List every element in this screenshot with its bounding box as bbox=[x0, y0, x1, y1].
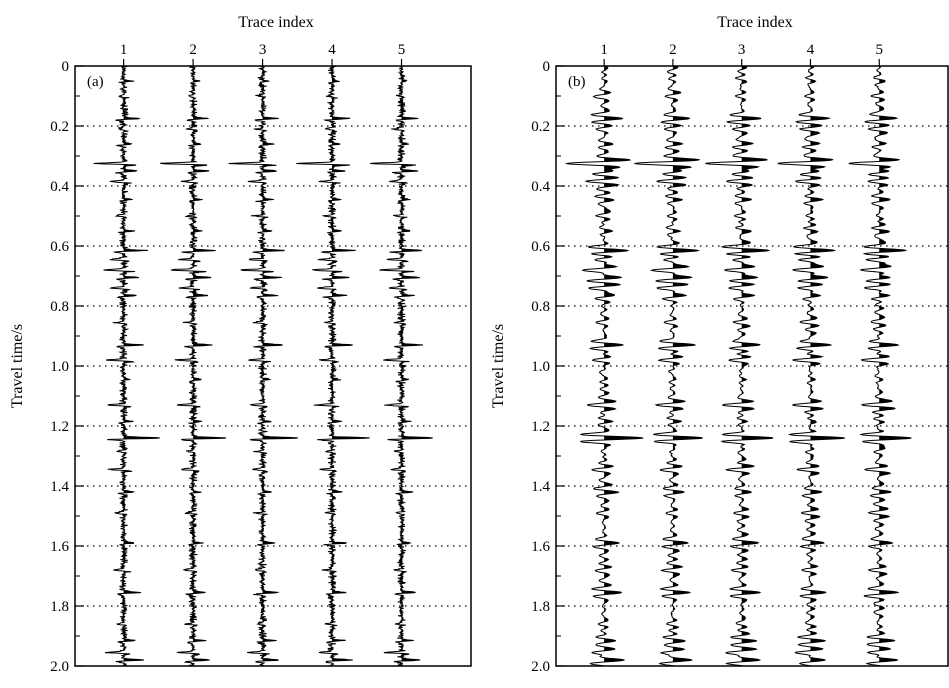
y-tick-label: 0.2 bbox=[50, 119, 69, 135]
y-axis-title: Travel time/s bbox=[490, 324, 507, 408]
x-tick-label: 2 bbox=[669, 42, 677, 58]
x-tick-label: 5 bbox=[398, 42, 406, 58]
y-tick-label: 0 bbox=[543, 59, 551, 75]
y-tick-label: 0.6 bbox=[50, 239, 69, 255]
trace-4 bbox=[296, 65, 370, 667]
y-tick-label: 2.0 bbox=[531, 659, 550, 675]
y-tick-label: 0.4 bbox=[50, 179, 69, 195]
panel-label: (a) bbox=[87, 74, 104, 90]
trace-5 bbox=[848, 65, 912, 667]
trace-wiggle bbox=[777, 65, 845, 667]
trace-1 bbox=[93, 65, 160, 667]
trace-fill bbox=[604, 66, 643, 666]
trace-wiggle bbox=[848, 65, 912, 667]
x-tick-label: 4 bbox=[807, 42, 815, 58]
y-tick-label: 0.8 bbox=[531, 299, 550, 315]
plot-frame bbox=[74, 65, 472, 667]
x-axis-title: Trace index bbox=[238, 14, 313, 31]
trace-fill bbox=[810, 66, 845, 666]
y-tick-label: 0.4 bbox=[531, 179, 550, 195]
x-axis-title: Trace index bbox=[717, 14, 792, 31]
trace-fill bbox=[193, 66, 227, 667]
x-tick-label: 2 bbox=[189, 42, 197, 58]
y-tick-label: 1.6 bbox=[531, 539, 550, 555]
x-tick-label: 1 bbox=[600, 42, 608, 58]
x-tick-label: 4 bbox=[328, 42, 336, 58]
x-tick-label: 1 bbox=[120, 42, 128, 58]
trace-fill bbox=[879, 66, 912, 666]
trace-wiggle bbox=[93, 65, 160, 667]
trace-fill bbox=[672, 66, 703, 666]
y-tick-label: 1.4 bbox=[531, 479, 550, 495]
trace-2 bbox=[159, 65, 227, 667]
trace-3 bbox=[228, 65, 298, 667]
y-tick-label: 1.0 bbox=[50, 359, 69, 375]
y-tick-label: 2.0 bbox=[50, 659, 69, 675]
panel-a: 1 2 3 4 5 0 0.2 0.4 0.6 0.8 1.0 1.2 1.4 1.6 1.8 2.0 (a) T… bbox=[9, 14, 472, 675]
panel-b: 1 2 3 4 5 0 0.2 0.4 0.6 0.8 1.0 1.2 1.4 1.6 1.8 2.0 (b) T… bbox=[490, 14, 949, 675]
x-tick-label: 3 bbox=[738, 42, 746, 58]
trace-wiggle bbox=[228, 65, 298, 667]
trace-5 bbox=[369, 65, 433, 667]
trace-2 bbox=[633, 65, 703, 667]
y-tick-label: 1.6 bbox=[50, 539, 69, 555]
x-tick-label: 3 bbox=[259, 42, 267, 58]
panel-label: (b) bbox=[568, 74, 586, 90]
trace-3 bbox=[704, 65, 774, 667]
y-tick-label: 0 bbox=[62, 59, 70, 75]
x-tick-label: 5 bbox=[875, 42, 883, 58]
trace-fill bbox=[741, 66, 773, 666]
trace-wiggle bbox=[159, 65, 227, 667]
trace-1 bbox=[564, 65, 644, 667]
y-axis-title: Travel time/s bbox=[9, 324, 26, 408]
y-tick-label: 0.8 bbox=[50, 299, 69, 315]
y-tick-label: 1.8 bbox=[50, 599, 69, 615]
y-tick-label: 0.6 bbox=[531, 239, 550, 255]
y-tick-label: 0.2 bbox=[531, 119, 550, 135]
y-tick-label: 1.8 bbox=[531, 599, 550, 615]
trace-wiggle bbox=[564, 65, 644, 667]
trace-wiggle bbox=[369, 65, 433, 667]
trace-wiggle bbox=[296, 65, 370, 667]
trace-wiggle bbox=[633, 65, 703, 667]
y-tick-label: 1.2 bbox=[531, 419, 550, 435]
trace-4 bbox=[777, 65, 845, 667]
trace-wiggle bbox=[704, 65, 774, 667]
y-tick-label: 1.4 bbox=[50, 479, 69, 495]
y-tick-label: 1.2 bbox=[50, 419, 69, 435]
plot-frame bbox=[555, 65, 949, 667]
y-tick-label: 1.0 bbox=[531, 359, 550, 375]
